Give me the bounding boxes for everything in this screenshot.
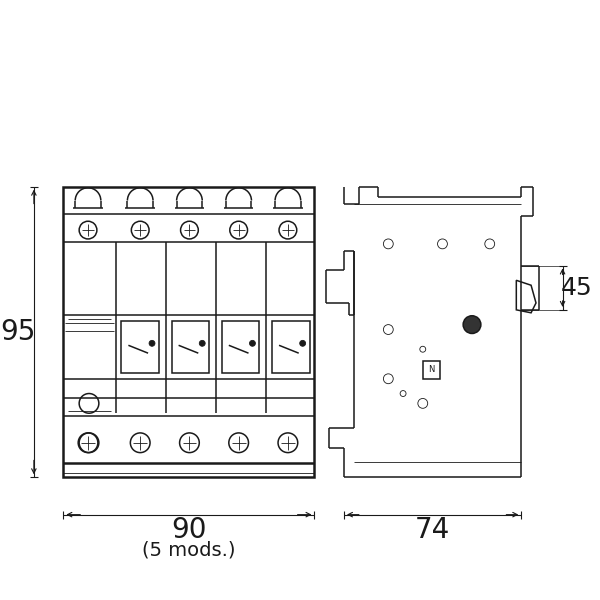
Circle shape	[250, 340, 256, 346]
Bar	[222, 320, 259, 373]
Circle shape	[300, 340, 305, 346]
Bar	[121, 320, 159, 373]
Text: 90: 90	[171, 517, 206, 544]
Bar	[64, 187, 314, 477]
Text: (5 mods.): (5 mods.)	[142, 541, 236, 560]
Text: 45: 45	[560, 275, 592, 299]
Circle shape	[463, 316, 481, 334]
Bar	[423, 361, 440, 379]
Bar	[172, 320, 209, 373]
Circle shape	[199, 340, 205, 346]
Text: N: N	[428, 365, 435, 374]
Text: 74: 74	[415, 517, 450, 544]
Circle shape	[149, 340, 155, 346]
Bar	[272, 320, 310, 373]
Text: 95: 95	[1, 318, 36, 346]
